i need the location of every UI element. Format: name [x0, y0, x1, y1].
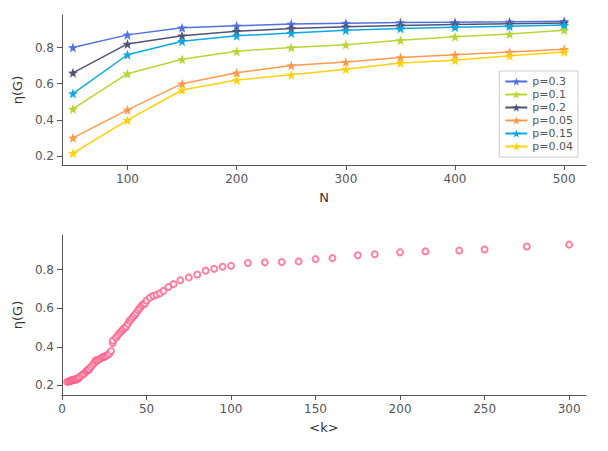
svg-text:0.4: 0.4	[35, 340, 54, 354]
svg-text:<k>: <k>	[309, 420, 338, 435]
svg-text:0.2: 0.2	[35, 378, 54, 392]
svg-text:p=0.04: p=0.04	[532, 140, 573, 153]
svg-text:200: 200	[225, 172, 248, 186]
svg-text:N: N	[319, 190, 329, 205]
svg-text:50: 50	[139, 402, 154, 416]
svg-text:100: 100	[220, 402, 243, 416]
svg-text:η(G): η(G)	[10, 301, 25, 329]
svg-text:p=0.05: p=0.05	[532, 114, 573, 127]
svg-text:300: 300	[558, 402, 581, 416]
svg-text:200: 200	[389, 402, 412, 416]
svg-text:300: 300	[334, 172, 357, 186]
svg-text:p=0.2: p=0.2	[532, 101, 566, 114]
svg-text:0.2: 0.2	[35, 149, 54, 163]
svg-text:150: 150	[304, 402, 327, 416]
svg-text:0: 0	[58, 402, 66, 416]
svg-text:p=0.3: p=0.3	[532, 75, 566, 88]
svg-text:250: 250	[473, 402, 496, 416]
svg-text:400: 400	[444, 172, 467, 186]
svg-text:η(G): η(G)	[10, 76, 25, 104]
svg-text:0.6: 0.6	[35, 77, 54, 91]
svg-text:0.8: 0.8	[35, 263, 54, 277]
svg-text:p=0.15: p=0.15	[532, 127, 573, 140]
svg-text:0.4: 0.4	[35, 113, 54, 127]
svg-text:500: 500	[553, 172, 576, 186]
svg-text:0.8: 0.8	[35, 41, 54, 55]
svg-text:p=0.1: p=0.1	[532, 88, 566, 101]
svg-text:100: 100	[116, 172, 139, 186]
svg-text:0.6: 0.6	[35, 301, 54, 315]
